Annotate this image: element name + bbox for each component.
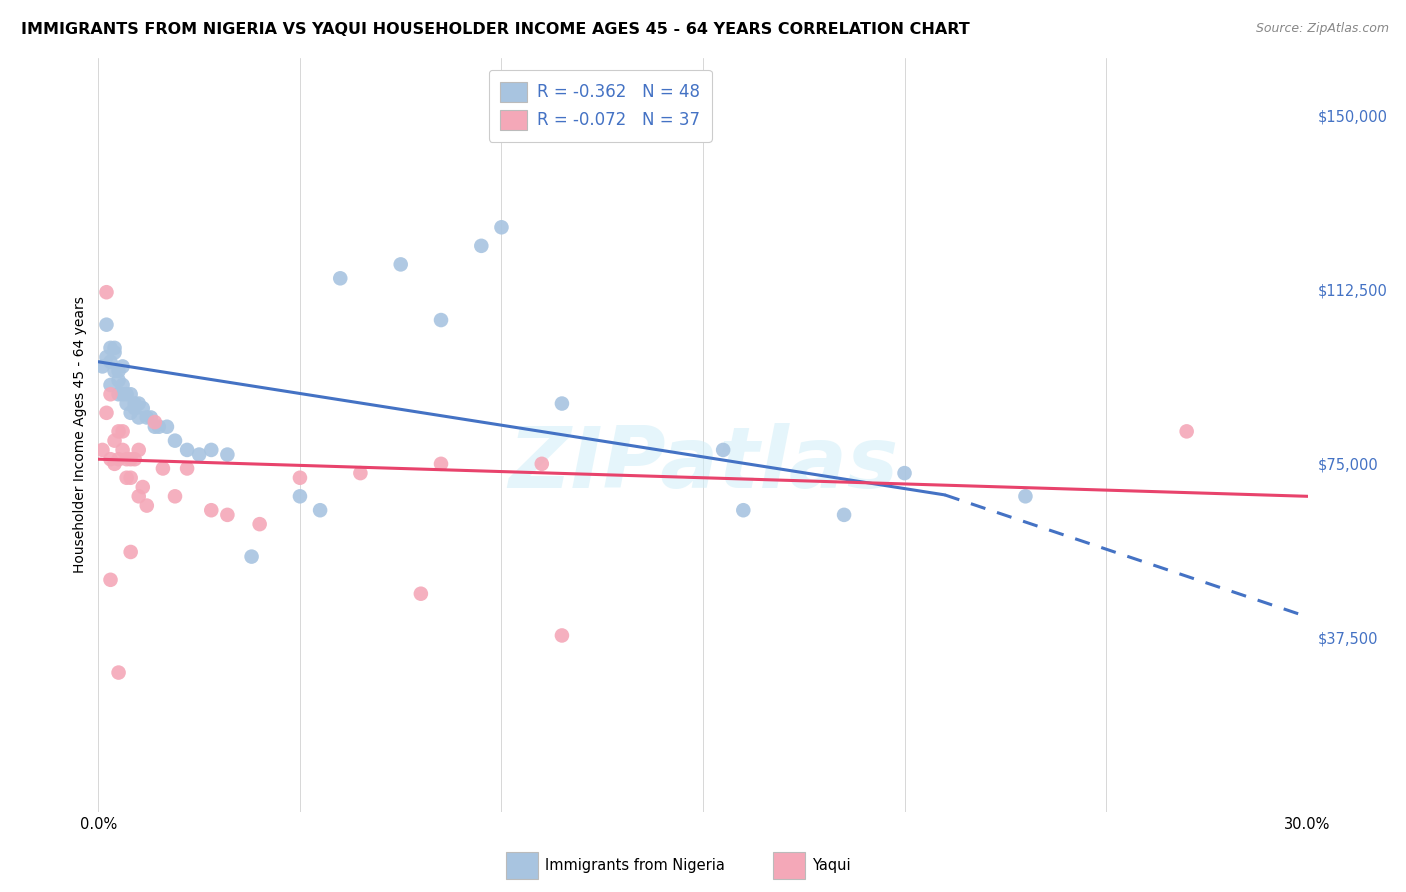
Point (135, 499, 157, 513)
Point (111, 425, 134, 439)
Point (115, 396, 138, 410)
Point (120, 471, 142, 485)
Point (124, 396, 146, 410)
Point (120, 545, 142, 559)
Point (551, 396, 574, 410)
Point (91, 359, 114, 374)
Point (288, 471, 311, 485)
Point (115, 387, 138, 401)
Point (491, 220, 513, 235)
Point (103, 457, 125, 471)
Point (120, 387, 142, 401)
Point (111, 387, 134, 401)
Point (115, 452, 138, 467)
Point (430, 313, 453, 327)
Point (103, 364, 125, 378)
Point (152, 461, 174, 475)
Point (107, 452, 129, 467)
Point (176, 442, 198, 457)
Bar (773, 852, 804, 879)
Point (111, 378, 134, 392)
Text: Yaqui: Yaqui (813, 858, 851, 872)
Point (893, 466, 915, 480)
Point (120, 452, 142, 467)
Point (156, 419, 179, 434)
Point (249, 517, 271, 532)
Point (96, 406, 118, 420)
Point (103, 345, 125, 359)
Point (389, 257, 412, 271)
Point (120, 406, 142, 420)
Point (100, 355, 122, 369)
Text: Immigrants from Nigeria: Immigrants from Nigeria (546, 858, 724, 872)
Point (96, 350, 118, 364)
Point (430, 457, 453, 471)
Point (329, 271, 352, 285)
Text: Source: ZipAtlas.com: Source: ZipAtlas.com (1256, 22, 1389, 36)
Point (551, 628, 574, 642)
Point (128, 442, 150, 457)
Point (107, 364, 129, 378)
Point (96, 285, 118, 300)
Point (288, 489, 311, 503)
Point (96, 318, 118, 332)
Text: IMMIGRANTS FROM NIGERIA VS YAQUI HOUSEHOLDER INCOME AGES 45 - 64 YEARS CORRELATI: IMMIGRANTS FROM NIGERIA VS YAQUI HOUSEHO… (21, 22, 970, 37)
Point (115, 471, 138, 485)
Point (103, 341, 125, 355)
Point (148, 419, 170, 434)
Point (100, 387, 122, 401)
Point (1014, 489, 1036, 503)
Point (470, 239, 492, 253)
Point (349, 466, 371, 480)
Legend: R = -0.362   N = 48, R = -0.072   N = 37: R = -0.362 N = 48, R = -0.072 N = 37 (489, 70, 711, 142)
Point (103, 434, 125, 448)
Text: ZIPatlas: ZIPatlas (508, 424, 898, 507)
Point (217, 508, 239, 522)
Point (163, 434, 186, 448)
Point (124, 452, 146, 467)
Point (100, 378, 122, 392)
Point (143, 419, 166, 434)
Point (176, 461, 198, 475)
Bar (506, 852, 537, 879)
Point (188, 448, 211, 462)
Point (832, 508, 855, 522)
Point (135, 410, 157, 425)
Point (309, 503, 332, 517)
Point (111, 442, 134, 457)
Point (1175, 425, 1198, 439)
Point (530, 457, 553, 471)
Point (143, 415, 166, 429)
Point (163, 489, 186, 503)
Point (100, 573, 122, 587)
Point (128, 489, 150, 503)
Point (107, 665, 129, 680)
Point (124, 401, 146, 416)
Point (139, 410, 162, 425)
Y-axis label: Householder Income Ages 45 - 64 years: Householder Income Ages 45 - 64 years (73, 296, 87, 574)
Point (111, 359, 134, 374)
Point (200, 503, 222, 517)
Point (107, 373, 129, 387)
Point (91, 442, 114, 457)
Point (409, 587, 432, 601)
Point (217, 448, 239, 462)
Point (107, 425, 129, 439)
Point (200, 442, 222, 457)
Point (100, 341, 122, 355)
Point (240, 549, 263, 564)
Point (128, 410, 150, 425)
Point (107, 387, 129, 401)
Point (132, 401, 155, 416)
Point (711, 442, 734, 457)
Point (100, 452, 122, 467)
Point (733, 503, 755, 517)
Point (132, 480, 155, 494)
Point (128, 396, 150, 410)
